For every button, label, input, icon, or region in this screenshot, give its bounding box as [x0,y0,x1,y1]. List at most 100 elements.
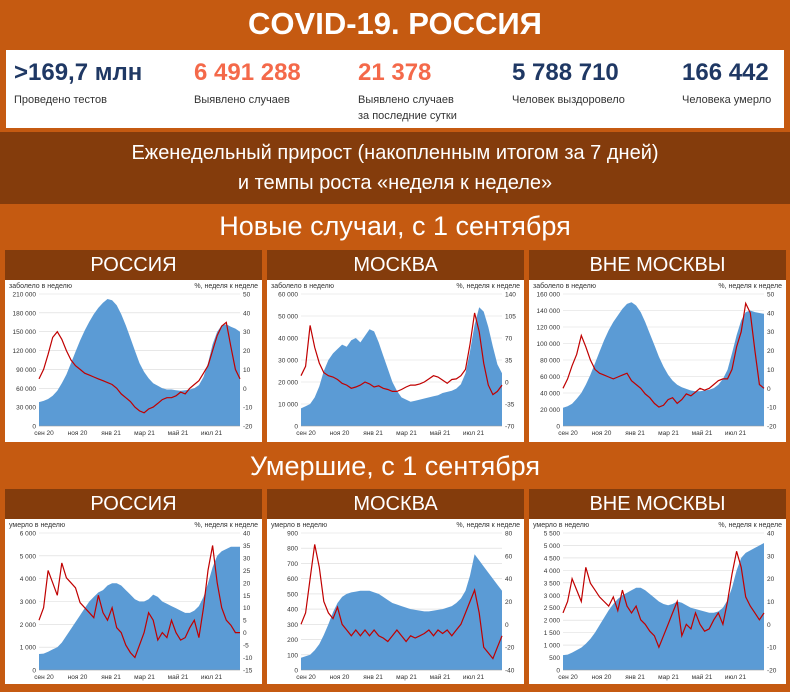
y-tick-label: 1 500 [544,630,561,637]
chart-panel-5: ВНЕ МОСКВЫ умерло в неделю %, неделя к не… [529,489,786,684]
y2-tick-label: 0 [243,386,247,393]
x-tick-label: янв 21 [625,674,645,681]
x-tick-label: май 21 [692,429,713,437]
x-tick-label: янв 21 [363,430,383,437]
y2-tick-label: 40 [505,576,513,583]
y-tick-label: 0 [556,424,560,431]
chart-panel-4: МОСКВА умерло в неделю %, неделя к неделе… [267,489,524,684]
left-axis-label: умерло в неделю [9,522,65,529]
y2-tick-label: 10 [767,599,775,606]
y-tick-label: 5 500 [544,531,561,538]
y2-tick-label: 0 [243,630,247,637]
y-tick-label: 600 [287,576,298,583]
y-tick-label: 3 000 [20,599,37,606]
x-tick-label: ноя 20 [330,674,350,681]
stat-deaths-value: 166 442 [682,59,769,86]
y2-tick-label: -40 [505,668,515,675]
area-series [39,299,240,426]
chart-panel-title: РОССИЯ [5,250,262,280]
y-tick-label: 6 000 [20,531,37,538]
chart-panel-title: ВНЕ МОСКВЫ [529,489,786,519]
x-tick-label: мар 21 [396,674,417,681]
y2-tick-label: -15 [243,668,253,675]
y-tick-label: 0 [556,668,560,675]
y-tick-label: 1 000 [20,645,37,652]
x-tick-label: ноя 20 [330,430,350,437]
chart-panel-2: ВНЕ МОСКВЫ заболело в неделю %, неделя к … [529,250,786,442]
area-series [563,302,764,426]
stat-tests-value: >169,7 млн [14,59,143,86]
y-tick-label: 120 000 [13,348,37,355]
y2-tick-label: 10 [243,367,251,374]
x-tick-label: мар 21 [396,430,417,437]
y2-tick-label: -10 [767,405,777,412]
y-tick-label: 0 [294,424,298,431]
right-axis-label: %, неделя к неделе [456,283,520,290]
chart-panel-title: РОССИЯ [5,489,262,519]
x-tick-label: янв 21 [101,674,121,681]
right-axis-label: %, неделя к неделе [718,283,782,290]
chart-deaths-outside-moscow: умерло в неделю %, неделя к неделе 0 500 1 0… [533,522,782,681]
stat-daily-label2: за последние сутки [358,110,457,122]
x-tick-label: сен 20 [296,430,316,437]
y-tick-label: 200 [287,637,298,644]
y2-tick-label: 25 [243,568,251,575]
x-tick-label: июл 21 [725,430,747,437]
line-series [562,551,765,649]
y-tick-label: 150 000 [13,329,37,336]
left-axis-label: заболело в неделю [533,282,596,290]
y2-tick-label: 40 [767,531,775,538]
left-axis-label: заболело в неделю [9,282,72,290]
y-tick-label: 20 000 [540,407,560,414]
x-tick-label: янв 21 [363,674,383,681]
y2-tick-label: 40 [243,310,251,317]
right-axis-label: %, неделя к неделе [718,522,782,529]
y2-tick-label: 20 [243,580,251,587]
y2-tick-label: -70 [505,424,515,431]
x-tick-label: сен 20 [34,430,54,437]
y2-tick-label: 20 [767,576,775,583]
right-axis-label: %, неделя к неделе [194,522,258,529]
y-tick-label: 30 000 [278,358,298,365]
area-series [301,307,502,426]
y-tick-label: 500 [287,591,298,598]
y2-tick-label: 15 [243,593,251,600]
y-tick-label: 210 000 [13,292,37,299]
y-tick-label: 700 [287,561,298,568]
x-tick-label: сен 20 [34,674,54,681]
section-deaths-title: Умершие, с 1 сентября [0,444,790,488]
y-tick-label: 100 [287,652,298,659]
stat-daily-label: Выявлено случаев [358,94,454,106]
x-tick-label: ноя 20 [592,430,612,437]
chart-panel-title: ВНЕ МОСКВЫ [529,250,786,280]
line-series [38,545,240,659]
y-tick-label: 3 000 [544,593,561,600]
y2-tick-label: 20 [505,599,513,606]
stat-cases-label: Выявлено случаев [194,94,290,106]
stat-tests: >169,7 млн Проведено тестов [14,58,142,108]
y2-tick-label: -20 [505,645,515,652]
y2-tick-label: -5 [243,643,249,650]
y2-tick-label: 30 [767,329,775,336]
y2-tick-label: 5 [243,618,247,625]
stat-recovered-value: 5 788 710 [512,59,619,86]
chart-panel-title: МОСКВА [267,250,524,280]
y2-tick-label: -20 [243,424,253,431]
subtitle-line1: Еженедельный прирост (накопленным итогом… [131,142,659,164]
y2-tick-label: 105 [505,314,516,321]
y-tick-label: 5 000 [544,543,561,550]
y-tick-label: 4 500 [544,555,561,562]
chart-deaths-moscow: умерло в неделю%, неделя к неделе0100200… [271,522,520,681]
y2-tick-label: 0 [767,386,771,393]
x-tick-label: ноя 20 [68,674,88,681]
y2-tick-label: -10 [243,405,253,412]
y-tick-label: 0 [32,424,36,431]
x-tick-label: июл 21 [463,674,485,681]
y-tick-label: 140 000 [537,308,561,315]
x-tick-label: янв 21 [625,430,645,437]
left-axis-label: умерло в неделю [271,522,327,529]
y2-tick-label: 0 [505,380,509,387]
line-series [38,321,241,414]
y-tick-label: 60 000 [16,386,36,393]
line-series [300,312,503,396]
